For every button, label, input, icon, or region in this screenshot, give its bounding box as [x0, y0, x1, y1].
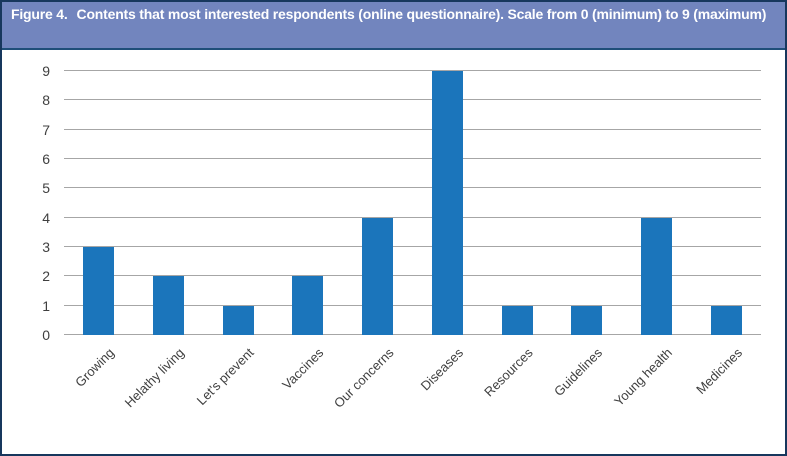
plot-area — [64, 70, 761, 335]
bar — [640, 217, 672, 335]
bars — [64, 71, 761, 335]
x-category-label: Guidelines — [551, 345, 606, 400]
gridline — [64, 99, 761, 101]
y-tick-label: 1 — [42, 297, 50, 314]
y-tick-label: 5 — [42, 180, 50, 197]
bar-slot — [64, 71, 134, 335]
bar-slot — [622, 71, 692, 335]
x-category-label: Resources — [481, 345, 536, 400]
gridline — [64, 70, 761, 71]
bar — [362, 217, 394, 335]
y-tick-label: 2 — [42, 268, 50, 285]
bar — [571, 305, 603, 335]
bar-slot — [343, 71, 413, 335]
bar-slot — [413, 71, 483, 335]
gridline — [64, 275, 761, 277]
y-tick-label: 9 — [42, 63, 50, 79]
figure-caption-text: Contents that most interested respondent… — [76, 6, 767, 22]
x-category-label: Vaccines — [279, 345, 327, 393]
gridline — [64, 304, 761, 306]
x-category-label: Helathy living — [121, 345, 188, 411]
bar-slot — [691, 71, 761, 335]
gridline — [64, 128, 761, 130]
x-category-label: Our concerns — [330, 345, 397, 411]
figure-caption: Figure 4. Contents that most interested r… — [2, 2, 785, 50]
y-tick-label: 6 — [42, 151, 50, 167]
bar — [292, 276, 324, 335]
y-axis: 0 1 2 3 4 5 6 7 8 9 — [2, 64, 50, 342]
bar — [710, 305, 742, 335]
gridline — [64, 246, 761, 247]
gridline — [64, 187, 761, 189]
x-category-label: Growing — [72, 345, 118, 390]
bar-slot — [273, 71, 343, 335]
bar — [83, 247, 115, 335]
y-tick-label: 3 — [42, 239, 50, 255]
x-category-label: Medicines — [692, 345, 745, 397]
x-category-label: Let's prevent — [193, 345, 257, 408]
x-category-label: Young health — [611, 345, 676, 409]
gridline — [64, 158, 761, 159]
bar — [153, 276, 185, 335]
bar — [222, 305, 254, 335]
figure-caption-label: Figure 4. — [11, 6, 68, 22]
gridline — [64, 216, 761, 218]
gridline — [64, 334, 761, 335]
x-category-label: Diseases — [417, 345, 466, 394]
y-tick-label: 7 — [42, 121, 50, 138]
bar-slot — [482, 71, 552, 335]
y-tick-label: 4 — [42, 209, 50, 226]
bar-slot — [552, 71, 622, 335]
bar — [501, 305, 533, 335]
bar-slot — [203, 71, 273, 335]
bar — [431, 71, 463, 335]
y-tick-label: 0 — [42, 327, 50, 343]
bar-chart: 0 1 2 3 4 5 6 7 8 9 Growing Helathy living Let's pr… — [2, 50, 785, 452]
y-tick-label: 8 — [42, 92, 50, 109]
bar-slot — [134, 71, 204, 335]
